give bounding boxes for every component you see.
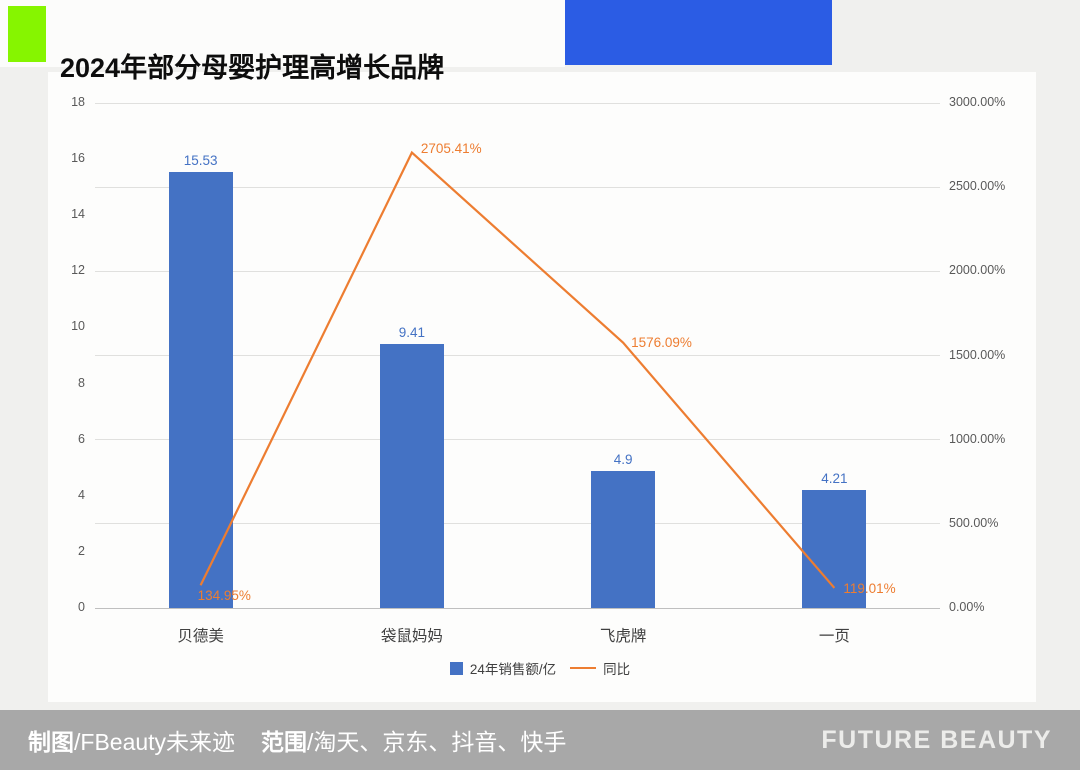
bar-value-label: 4.21 — [821, 470, 848, 486]
legend-line-label: 同比 — [603, 662, 631, 677]
line-value-label: 134.95% — [197, 588, 251, 604]
left-axis-tick: 6 — [78, 431, 85, 446]
right-axis-tick: 500.00% — [949, 515, 999, 530]
bar-value-label: 15.53 — [183, 153, 218, 169]
page-title: 2024年部分母婴护理高增长品牌 — [60, 53, 445, 84]
brand-logo: FUTURE BEAUTY — [821, 725, 1052, 754]
left-axis-tick: 12 — [71, 263, 85, 278]
left-axis-tick: 16 — [71, 151, 85, 166]
left-axis-tick: 0 — [78, 600, 85, 614]
gridline — [95, 102, 940, 104]
line-value-label: 119.01% — [843, 580, 896, 596]
legend-line-swatch-icon — [570, 667, 597, 669]
right-axis-tick: 1000.00% — [949, 431, 1006, 446]
footer-scope-label: 范围 — [261, 729, 308, 755]
category-label: 贝德美 — [177, 628, 224, 645]
bar-value-label: 9.41 — [398, 324, 426, 340]
bar — [379, 343, 444, 608]
legend-item-bar: 24年销售额/亿 — [449, 658, 557, 678]
legend-item-line: 同比 — [570, 658, 630, 678]
chart-legend: 24年销售额/亿 同比 — [0, 658, 1080, 678]
right-axis-tick: 1500.00% — [949, 347, 1006, 362]
left-axis-tick: 14 — [71, 207, 85, 222]
footer-credit-label: 制图 — [28, 729, 74, 755]
legend-bar-label: 24年销售额/亿 — [469, 662, 557, 677]
left-axis-tick: 10 — [71, 319, 85, 334]
footer-credit: 制图/FBeauty未来迹 范围/淘天、京东、抖音、快手 — [28, 723, 566, 757]
header-strip — [0, 0, 565, 67]
line-value-label: 2705.41% — [420, 140, 482, 156]
category-label: 袋鼠妈妈 — [380, 628, 443, 645]
footer-bar: 制图/FBeauty未来迹 范围/淘天、京东、抖音、快手 FUTURE BEAUT… — [0, 710, 1080, 770]
left-axis-tick: 4 — [78, 487, 85, 502]
category-label: 飞虎牌 — [599, 628, 647, 645]
bar — [591, 470, 656, 608]
footer-scope-value: /淘天、京东、抖音、快手 — [307, 729, 567, 755]
gridline — [95, 607, 940, 609]
right-axis-tick: 3000.00% — [949, 95, 1006, 109]
right-axis-tick: 2000.00% — [949, 263, 1006, 278]
legend-bar-swatch-icon — [449, 661, 463, 675]
accent-blue-block — [565, 0, 832, 65]
accent-green-block — [8, 6, 46, 62]
footer-credit-value: /FBeauty未来迹 — [74, 729, 236, 755]
category-label: 一页 — [818, 628, 850, 645]
left-axis-tick: 2 — [78, 543, 85, 558]
right-axis-tick: 0.00% — [949, 600, 985, 614]
bar — [168, 172, 233, 608]
left-axis-tick: 18 — [71, 95, 85, 109]
line-value-label: 1576.09% — [631, 334, 692, 350]
right-axis-tick: 2500.00% — [949, 179, 1006, 194]
left-axis-tick: 8 — [78, 375, 85, 390]
bar-value-label: 4.9 — [613, 451, 633, 467]
